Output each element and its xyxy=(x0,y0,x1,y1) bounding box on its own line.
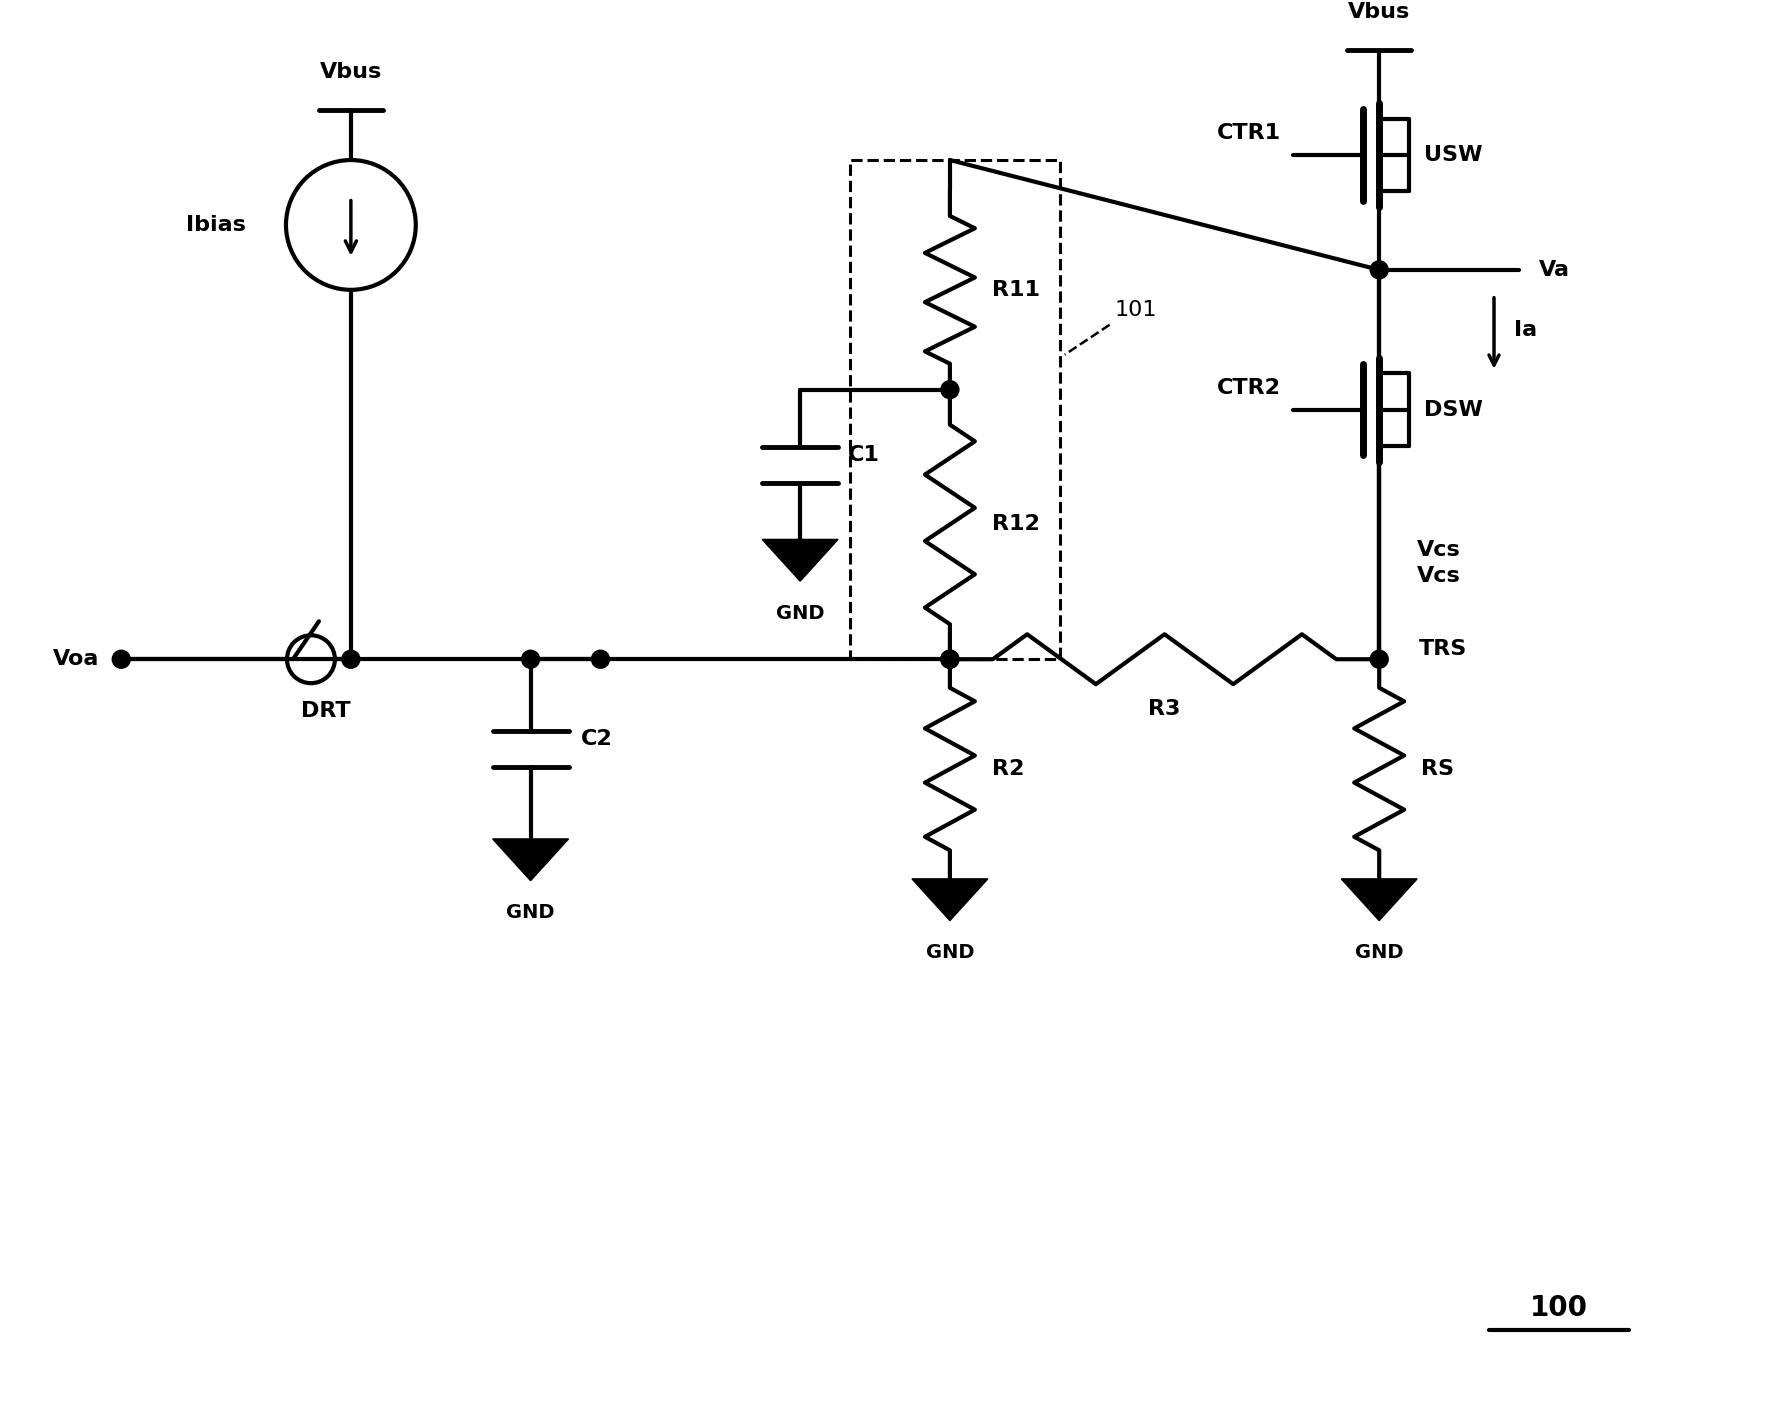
Text: Va: Va xyxy=(1539,260,1569,280)
Text: GND: GND xyxy=(777,604,824,622)
Polygon shape xyxy=(1340,879,1417,921)
Circle shape xyxy=(592,650,610,669)
Bar xyxy=(849,161,1060,659)
Text: GND: GND xyxy=(926,943,973,962)
Text: DRT: DRT xyxy=(301,701,351,721)
Text: C1: C1 xyxy=(847,445,879,465)
Text: Ibias: Ibias xyxy=(186,215,246,235)
Text: 100: 100 xyxy=(1530,1294,1589,1322)
Polygon shape xyxy=(762,539,839,582)
Text: CTR1: CTR1 xyxy=(1218,122,1282,144)
Circle shape xyxy=(342,650,360,669)
Circle shape xyxy=(1371,650,1388,669)
Text: R3: R3 xyxy=(1149,700,1181,719)
Circle shape xyxy=(941,650,959,669)
Text: RS: RS xyxy=(1422,759,1454,779)
Text: TRS: TRS xyxy=(1418,639,1468,659)
Text: GND: GND xyxy=(1355,943,1404,962)
Circle shape xyxy=(521,650,539,669)
Text: DSW: DSW xyxy=(1424,400,1482,420)
Text: Ia: Ia xyxy=(1514,320,1537,339)
Polygon shape xyxy=(493,839,569,880)
Polygon shape xyxy=(911,879,988,921)
Circle shape xyxy=(941,650,959,669)
Circle shape xyxy=(1371,260,1388,279)
Text: C2: C2 xyxy=(580,729,612,749)
Text: GND: GND xyxy=(507,903,555,922)
Circle shape xyxy=(941,380,959,398)
Text: R12: R12 xyxy=(991,514,1039,535)
Text: 101: 101 xyxy=(1115,300,1158,320)
Text: Vbus: Vbus xyxy=(1347,3,1410,23)
Text: Vbus: Vbus xyxy=(319,62,381,82)
Text: Vcs: Vcs xyxy=(1417,566,1461,586)
Text: CTR2: CTR2 xyxy=(1218,377,1282,397)
Circle shape xyxy=(112,650,129,669)
Text: R11: R11 xyxy=(991,280,1039,300)
Text: R2: R2 xyxy=(991,759,1025,779)
Text: USW: USW xyxy=(1424,145,1482,165)
Text: Voa: Voa xyxy=(53,649,99,669)
Text: Vcs: Vcs xyxy=(1417,541,1461,560)
